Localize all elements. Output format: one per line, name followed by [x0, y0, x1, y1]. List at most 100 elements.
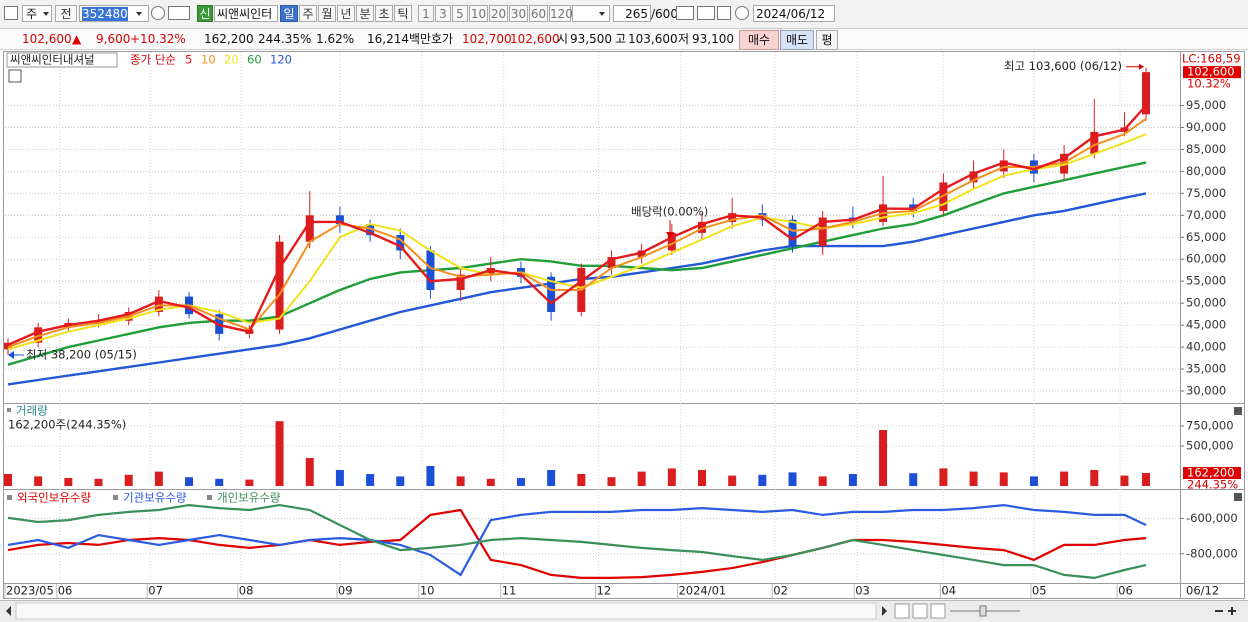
candle-body — [154, 296, 163, 312]
period-button[interactable]: 주 — [299, 5, 317, 22]
y-tick-label: 95,000 — [1186, 98, 1226, 112]
close-icon[interactable] — [1234, 407, 1242, 415]
volume-bar — [698, 470, 707, 486]
prev-button[interactable]: 전 — [55, 5, 77, 22]
scroll-track — [15, 602, 877, 620]
volume-bar — [667, 468, 676, 486]
top-label: LC:168,59 — [1182, 52, 1241, 66]
y-tick-label: 60,000 — [1186, 252, 1226, 266]
legend-entry: 10 — [201, 53, 216, 67]
candle-body — [607, 257, 616, 269]
market-select[interactable]: 주 — [22, 5, 52, 22]
volume-bar — [396, 476, 405, 486]
sell-button[interactable]: 매도 — [780, 30, 814, 50]
legend-marker — [113, 495, 118, 500]
date-input[interactable]: 2024/06/12 — [753, 5, 835, 22]
nav-last[interactable] — [930, 603, 946, 619]
x-end-label: 06/12 — [1186, 584, 1219, 598]
unit-select[interactable] — [572, 5, 610, 22]
volume-bar — [879, 430, 888, 486]
period-button[interactable]: 초 — [375, 5, 393, 22]
open: 93,500 — [570, 32, 612, 46]
interval-button[interactable]: 20 — [489, 5, 508, 22]
x-tick-label: 12 — [597, 584, 612, 598]
calc-icon[interactable] — [8, 69, 22, 83]
volume-bar — [1090, 470, 1099, 486]
period-button[interactable]: 년 — [337, 5, 355, 22]
amount: 16,214백만 — [367, 32, 432, 46]
interval-button[interactable]: 120 — [549, 5, 573, 22]
count-max: /600 — [651, 7, 678, 21]
high-label: 고 — [615, 32, 627, 46]
chart-subtitle: 종가 단순 — [130, 53, 176, 67]
open-label: 시 — [557, 32, 569, 46]
last-price-box — [1183, 66, 1241, 79]
save-icon[interactable] — [717, 6, 731, 20]
nav-first[interactable] — [894, 603, 910, 619]
volume-bar — [547, 470, 556, 486]
volume-bar — [124, 474, 133, 486]
annotation: 최저 38,200 (05/15) — [26, 348, 137, 362]
y-tick-label: 85,000 — [1186, 142, 1226, 156]
last-volume-label: 162,200 — [1187, 466, 1235, 480]
avg-button[interactable]: 평 — [816, 30, 838, 50]
scroll-right[interactable] — [882, 606, 887, 616]
period-button[interactable]: 틱 — [394, 5, 412, 22]
candle-body — [698, 221, 707, 233]
volume-bar — [637, 471, 646, 486]
x-tick-label: 05 — [1032, 584, 1047, 598]
legend-marker — [7, 408, 11, 412]
y-tick-label: 90,000 — [1186, 120, 1226, 134]
interval-button[interactable]: 1 — [418, 5, 434, 22]
count-input[interactable]: 265 — [613, 5, 651, 22]
dropdown-arrow — [599, 12, 605, 16]
buy-button[interactable]: 매수 — [739, 30, 779, 50]
close-icon[interactable] — [1234, 493, 1242, 501]
settings-icon[interactable] — [735, 6, 749, 20]
y-tick-label: 55,000 — [1186, 274, 1226, 288]
candle-body — [547, 276, 556, 312]
interval-button[interactable]: 5 — [452, 5, 468, 22]
volume-bar — [516, 478, 525, 486]
search-icon[interactable] — [151, 6, 165, 20]
nav-stop[interactable] — [912, 603, 928, 619]
volume-bar — [788, 472, 797, 486]
scroll-left[interactable] — [6, 606, 11, 616]
volume-bar — [758, 474, 767, 486]
volume-bar — [34, 476, 43, 486]
interval-button[interactable]: 10 — [469, 5, 488, 22]
annotation: 배당락(0.00%) — [631, 205, 708, 219]
layout-icon[interactable] — [4, 6, 18, 20]
code-input[interactable]: 352480 — [79, 5, 149, 22]
quote-label: 호가 — [431, 32, 454, 46]
period-button[interactable]: 월 — [318, 5, 336, 22]
legend-entry: 기관보유수량 — [123, 491, 187, 505]
legend-entry: 개인보유수량 — [217, 491, 281, 505]
info-bar: 102,600 ▲ 9,600 +10.32% 162,200 244.35% … — [0, 29, 1248, 50]
candle-body — [34, 327, 43, 343]
period-button[interactable]: 일 — [280, 5, 298, 22]
legend-entry: 20 — [224, 53, 239, 67]
tool-icon[interactable] — [676, 6, 694, 20]
new-badge: 신 — [197, 5, 213, 22]
volume-bar — [999, 472, 1008, 486]
interval-button[interactable]: 3 — [435, 5, 451, 22]
interval-button[interactable]: 60 — [529, 5, 548, 22]
candle-body — [1090, 131, 1099, 154]
legend-marker — [207, 495, 212, 500]
volume-bar — [1060, 471, 1069, 486]
legend-entry: 5 — [185, 53, 192, 67]
zoom-thumb[interactable] — [979, 605, 987, 617]
low: 93,100 — [692, 32, 734, 46]
holding-line — [7, 503, 1147, 577]
price: 102,600 — [22, 32, 72, 46]
period-button[interactable]: 분 — [356, 5, 374, 22]
candle-body — [456, 274, 465, 290]
interval-button[interactable]: 30 — [509, 5, 528, 22]
candle-body — [667, 232, 676, 251]
tool-icon[interactable] — [697, 6, 715, 20]
sound-icon[interactable] — [168, 6, 190, 20]
candle-body — [305, 215, 314, 242]
volume-bar — [1029, 476, 1038, 486]
